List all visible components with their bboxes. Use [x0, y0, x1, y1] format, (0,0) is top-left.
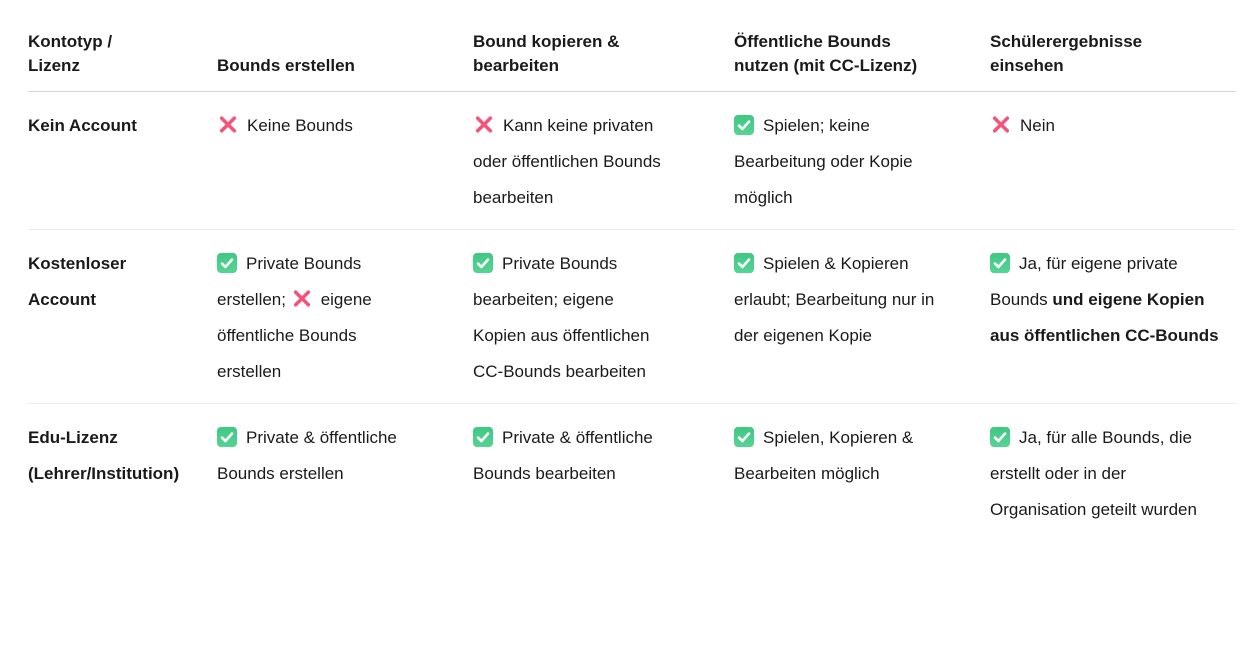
column-header: Bound kopieren & bearbeiten: [473, 30, 734, 78]
cell-text: Private & öffentliche Bounds erstellen: [217, 428, 397, 483]
permissions-table: Kontotyp / Lizenz Bounds erstellen Bound k…: [28, 0, 1236, 541]
row-label-text: Edu-Lizenz (Lehrer/Institution): [28, 428, 180, 483]
table-row: Edu-Lizenz (Lehrer/Institution) Private &…: [28, 404, 1236, 541]
table-row: Kein Account Keine Bounds Kann keine priva…: [28, 92, 1236, 230]
table-body: Kein Account Keine Bounds Kann keine priva…: [28, 92, 1236, 541]
cross-icon: [990, 114, 1012, 135]
check-icon: [990, 427, 1010, 447]
table-cell: Private Bounds bearbeiten; eigene Kopien…: [473, 246, 734, 390]
table-cell: Spielen; keine Bearbeitung oder Kopie mö…: [734, 108, 990, 216]
cell-text: Private & öffentliche Bounds bearbeiten: [473, 428, 653, 483]
table-cell: Spielen, Kopieren & Bearbeiten möglich: [734, 420, 990, 528]
column-header: Öffentliche Bounds nutzen (mit CC-Lizenz…: [734, 30, 990, 78]
cell-text: Nein: [1020, 116, 1055, 135]
column-header: Bounds erstellen: [217, 54, 473, 78]
check-icon: [217, 427, 237, 447]
table-cell: Ja, für eigene private Bounds und eigene…: [990, 246, 1236, 390]
check-icon: [473, 427, 493, 447]
row-label: Kein Account: [28, 108, 217, 216]
cross-icon: [473, 114, 495, 135]
column-header-label: Kontotyp / Lizenz: [28, 32, 113, 75]
column-header-label: Bound kopieren & bearbeiten: [473, 32, 620, 75]
check-icon: [734, 427, 754, 447]
cross-icon: [217, 114, 239, 135]
cell-text: Spielen, Kopieren & Bearbeiten möglich: [734, 428, 914, 483]
column-header: Kontotyp / Lizenz: [28, 30, 217, 78]
cell-text: Kann keine privaten oder öffentlichen Bo…: [473, 116, 661, 207]
table-cell: Private & öffentliche Bounds bearbeiten: [473, 420, 734, 528]
cell-text: Spielen; keine Bearbeitung oder Kopie mö…: [734, 116, 913, 207]
cross-icon: [291, 288, 313, 309]
cell-text: Private Bounds bearbeiten; eigene Kopien…: [473, 254, 650, 381]
cell-text: Keine Bounds: [247, 116, 353, 135]
row-label-text: Kein Account: [28, 116, 137, 135]
table-cell: Kann keine privaten oder öffentlichen Bo…: [473, 108, 734, 216]
cell-text: eigene öffentliche Bounds erstellen: [217, 290, 372, 381]
table-cell: Private Bounds erstellen; eigene öffentl…: [217, 246, 473, 390]
row-label: Kostenloser Account: [28, 246, 217, 390]
table-cell: Keine Bounds: [217, 108, 473, 216]
table-header-row: Kontotyp / Lizenz Bounds erstellen Bound k…: [28, 0, 1236, 92]
column-header-label: Schülerergebnisse einsehen: [990, 32, 1143, 75]
table-cell: Private & öffentliche Bounds erstellen: [217, 420, 473, 528]
check-icon: [217, 253, 237, 273]
cell-text: Spielen & Kopieren erlaubt; Bearbeitung …: [734, 254, 935, 345]
table-row: Kostenloser Account Private Bounds erstel…: [28, 230, 1236, 404]
cell-text: Private Bounds erstellen;: [217, 254, 362, 309]
cell-text: und eigene Kopien aus öffentlichen CC-Bo…: [990, 290, 1219, 345]
table-cell: Spielen & Kopieren erlaubt; Bearbeitung …: [734, 246, 990, 390]
column-header-label: Bounds erstellen: [217, 56, 355, 75]
column-header-label: Öffentliche Bounds nutzen (mit CC-Lizenz…: [734, 32, 918, 75]
check-icon: [473, 253, 493, 273]
check-icon: [734, 253, 754, 273]
cell-text: Ja, für alle Bounds, die erstellt oder i…: [990, 428, 1197, 519]
row-label-text: Kostenloser Account: [28, 254, 127, 309]
check-icon: [734, 115, 754, 135]
table-cell: Ja, für alle Bounds, die erstellt oder i…: [990, 420, 1236, 528]
check-icon: [990, 253, 1010, 273]
cell-text: Ja, für eigene private Bounds: [990, 254, 1178, 309]
column-header: Schülerergebnisse einsehen: [990, 30, 1236, 78]
row-label: Edu-Lizenz (Lehrer/Institution): [28, 420, 217, 528]
table-cell: Nein: [990, 108, 1236, 216]
